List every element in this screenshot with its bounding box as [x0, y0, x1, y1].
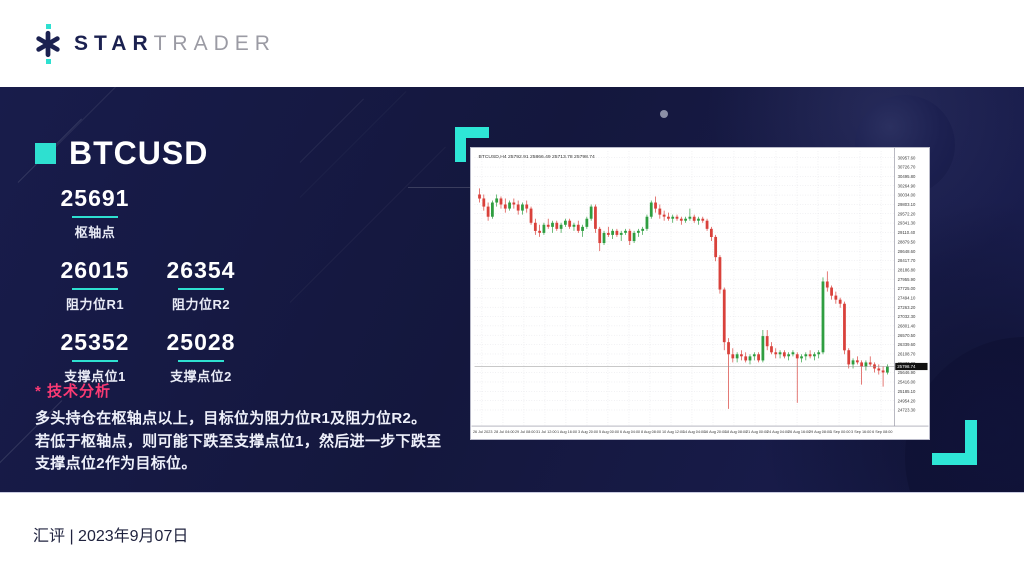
stat-underline	[72, 360, 118, 362]
svg-text:27032.30: 27032.30	[898, 314, 916, 319]
svg-text:27494.10: 27494.10	[898, 295, 916, 300]
svg-text:6 Sep 08:00: 6 Sep 08:00	[872, 430, 892, 434]
svg-text:18 Aug 08:00: 18 Aug 08:00	[725, 430, 747, 434]
brand-star-text: STAR	[74, 32, 154, 55]
stat-resistance-r2: 26354 阻力位R2	[148, 257, 254, 313]
price-chart: 30957.60 30726.70 30495.80 30264.90 30034.00…	[470, 147, 930, 440]
stat-support-1: 25352 支撑点位1	[42, 329, 148, 385]
svg-text:25646.90: 25646.90	[898, 370, 916, 375]
svg-text:27725.00: 27725.00	[898, 286, 916, 291]
svg-text:26339.60: 26339.60	[898, 342, 916, 347]
header: STAR TRADER	[0, 0, 1024, 87]
analysis-body-text: 多头持仓在枢轴点以上，目标位为阻力位R1及阻力位R2。 若低于枢轴点，则可能下跌…	[35, 410, 442, 472]
cyan-square-bullet	[35, 143, 56, 164]
content-panel: BTCUSD 25691 枢轴点 26015 阻力位R1 26354 阻力位R2…	[0, 87, 1024, 493]
svg-text:26801.40: 26801.40	[898, 323, 916, 328]
svg-text:29110.40: 29110.40	[898, 230, 916, 235]
stat-support-2: 25028 支撑点位2	[148, 329, 254, 385]
svg-text:28648.60: 28648.60	[898, 249, 916, 254]
svg-text:28 Jul 04:00: 28 Jul 04:00	[494, 430, 515, 434]
star-logo-icon	[30, 24, 66, 64]
svg-text:30957.60: 30957.60	[898, 155, 916, 160]
svg-text:29341.30: 29341.30	[898, 221, 916, 226]
stat-resistance-r1: 26015 阻力位R1	[42, 257, 148, 313]
brand-trader-text: TRADER	[153, 32, 276, 55]
logo-cyan-dot-bottom	[45, 59, 51, 64]
support-1-label: 支撑点位1	[64, 369, 126, 384]
svg-text:26108.70: 26108.70	[898, 352, 916, 357]
svg-text:5 Aug 00:00: 5 Aug 00:00	[599, 430, 619, 434]
stat-pivot-point: 25691 枢轴点	[42, 185, 148, 241]
svg-text:27263.20: 27263.20	[898, 305, 916, 310]
diagonal-line-decoration	[299, 98, 364, 163]
svg-text:29803.10: 29803.10	[898, 202, 916, 207]
svg-text:26 Aug 16:00: 26 Aug 16:00	[788, 430, 810, 434]
svg-text:28186.80: 28186.80	[898, 267, 916, 272]
svg-text:30264.90: 30264.90	[898, 183, 916, 188]
svg-text:30726.70: 30726.70	[898, 165, 916, 170]
pivot-point-value: 25691	[60, 185, 130, 211]
resistance-r2-value: 26354	[166, 257, 236, 283]
svg-text:1 Sep 00:00: 1 Sep 00:00	[830, 430, 850, 434]
svg-text:28879.50: 28879.50	[898, 239, 916, 244]
symbol-title-row: BTCUSD	[35, 135, 208, 172]
svg-text:25185.10: 25185.10	[898, 389, 916, 394]
technical-analysis-section: * 技术分析 多头持仓在枢轴点以上，目标位为阻力位R1及阻力位R2。 若低于枢轴…	[35, 380, 455, 476]
analysis-heading: * 技术分析	[35, 383, 112, 400]
stat-underline	[72, 288, 118, 290]
svg-text:21 Aug 00:00: 21 Aug 00:00	[746, 430, 768, 434]
svg-text:8 Aug 08:00: 8 Aug 08:00	[641, 430, 661, 434]
cyan-corner-bracket-top-left	[455, 127, 489, 162]
logo-cyan-dot-top	[45, 24, 51, 29]
dot-decoration	[660, 110, 668, 118]
svg-text:26570.50: 26570.50	[898, 333, 916, 338]
support-1-value: 25352	[60, 329, 130, 355]
asterisk-icon	[36, 30, 60, 58]
svg-text:3 Sep 16:00: 3 Sep 16:00	[851, 430, 871, 434]
svg-text:6 Aug 04:00: 6 Aug 04:00	[620, 430, 640, 434]
svg-text:1 Aug 16:00: 1 Aug 16:00	[557, 430, 577, 434]
logo-wordmark: STAR TRADER	[74, 32, 276, 56]
svg-text:30034.00: 30034.00	[898, 193, 916, 198]
diagonal-line-decoration	[289, 146, 446, 303]
stat-underline	[178, 360, 224, 362]
footer-caption: 汇评 | 2023年9月07日	[33, 528, 189, 545]
horizontal-line-decoration	[408, 187, 518, 188]
svg-text:25416.00: 25416.00	[898, 380, 916, 385]
svg-text:25798.74: 25798.74	[897, 364, 916, 369]
svg-text:3 Aug 20:00: 3 Aug 20:00	[578, 430, 598, 434]
star-trader-logo: STAR TRADER	[30, 24, 276, 64]
svg-text:10 Aug 12:00: 10 Aug 12:00	[662, 430, 684, 434]
svg-text:26 Jul 2023: 26 Jul 2023	[473, 430, 492, 434]
svg-text:29 Aug 08:00: 29 Aug 08:00	[809, 430, 831, 434]
svg-text:24954.20: 24954.20	[898, 398, 916, 403]
candlestick-chart-svg: 30957.60 30726.70 30495.80 30264.90 30034.00…	[471, 148, 929, 434]
svg-text:30495.80: 30495.80	[898, 174, 916, 179]
cyan-corner-bracket-bottom-right	[932, 420, 977, 465]
stat-underline	[178, 288, 224, 290]
footer: 汇评 | 2023年9月07日	[0, 494, 1024, 576]
resistance-r2-label: 阻力位R2	[171, 297, 231, 312]
pivot-point-label: 枢轴点	[74, 225, 116, 240]
support-2-value: 25028	[166, 329, 236, 355]
svg-text:29 Jul 08:00: 29 Jul 08:00	[515, 430, 536, 434]
pivot-stats: 25691 枢轴点 26015 阻力位R1 26354 阻力位R2 25352 …	[42, 185, 254, 385]
page-title: BTCUSD	[69, 135, 209, 171]
svg-text:31 Jul 12:00: 31 Jul 12:00	[536, 430, 557, 434]
support-2-label: 支撑点位2	[170, 369, 232, 384]
svg-text:24 Aug 04:00: 24 Aug 04:00	[767, 430, 789, 434]
svg-text:14 Aug 04:00: 14 Aug 04:00	[683, 430, 705, 434]
svg-text:BTCUSD,H4 25792.91 25866.49 2: BTCUSD,H4 25792.91 25866.49 25713.78 257…	[479, 154, 595, 160]
svg-text:29572.20: 29572.20	[898, 211, 916, 216]
svg-text:27955.90: 27955.90	[898, 277, 916, 282]
stat-underline	[72, 216, 118, 218]
svg-text:16 Aug 20:00: 16 Aug 20:00	[704, 430, 726, 434]
resistance-r1-label: 阻力位R1	[65, 297, 125, 312]
svg-text:28417.70: 28417.70	[898, 258, 916, 263]
svg-text:24723.30: 24723.30	[898, 408, 916, 413]
resistance-r1-value: 26015	[60, 257, 130, 283]
